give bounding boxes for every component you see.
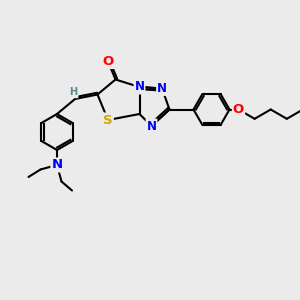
Text: O: O xyxy=(233,103,244,116)
Text: N: N xyxy=(134,80,145,94)
Text: O: O xyxy=(102,55,114,68)
Text: N: N xyxy=(146,119,157,133)
Text: S: S xyxy=(103,113,113,127)
Text: N: N xyxy=(51,158,63,172)
Text: N: N xyxy=(157,82,167,95)
Text: H: H xyxy=(69,87,78,98)
